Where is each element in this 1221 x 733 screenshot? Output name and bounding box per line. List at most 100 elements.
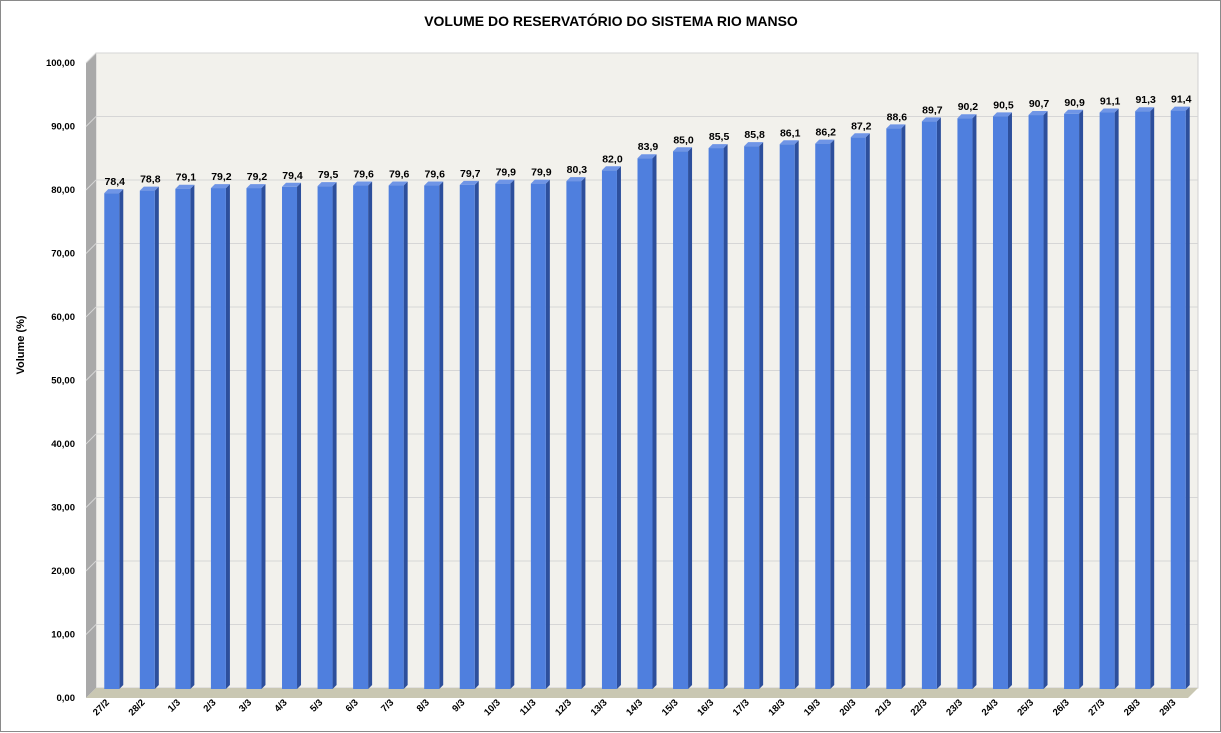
data-label: 85,5	[709, 131, 730, 143]
bar-top	[388, 181, 408, 186]
x-tick-label: 27/3	[1086, 697, 1107, 718]
data-label: 79,6	[353, 169, 374, 181]
x-tick-label: 6/3	[344, 697, 361, 714]
bar	[637, 158, 653, 690]
bar-side	[936, 117, 941, 689]
bar	[1135, 111, 1151, 690]
bar-side	[332, 182, 337, 690]
bar-side	[901, 124, 906, 689]
data-label: 86,1	[780, 127, 801, 139]
bar-side	[652, 154, 657, 690]
bar-top	[708, 144, 728, 149]
x-tick-label: 28/3	[1122, 697, 1143, 718]
gridline-side	[85, 560, 97, 572]
x-tick-label: 8/3	[415, 697, 432, 714]
bar-side	[581, 177, 586, 689]
bar-side	[688, 147, 693, 689]
bar-side	[794, 140, 799, 689]
bar	[459, 184, 475, 689]
bar-top	[566, 177, 586, 182]
bar-side	[297, 182, 302, 689]
chart-floor	[86, 688, 1198, 698]
data-label: 90,2	[958, 101, 979, 113]
y-tick-label: 80,00	[51, 185, 75, 196]
x-tick-label: 29/3	[1157, 697, 1178, 718]
bar	[601, 170, 617, 690]
bar-top	[175, 184, 195, 189]
bar	[850, 137, 866, 689]
bar-top	[1064, 109, 1084, 114]
gridline-side	[85, 179, 97, 191]
bar-side	[439, 181, 444, 690]
x-tick-label: 18/3	[766, 697, 787, 718]
y-tick-label: 60,00	[51, 312, 75, 323]
bar-side	[1079, 109, 1084, 689]
bar	[921, 121, 937, 689]
data-label: 80,3	[567, 164, 588, 176]
data-label: 79,9	[531, 167, 552, 179]
bar	[566, 181, 582, 689]
bar-top	[317, 182, 337, 187]
data-label: 90,5	[993, 99, 1014, 111]
gridline-side	[85, 497, 97, 508]
bar-side	[865, 133, 870, 689]
bar-side	[261, 184, 266, 689]
data-label: 90,9	[1064, 97, 1085, 109]
x-tick-label: 27/2	[91, 697, 112, 718]
gridline-side	[85, 624, 97, 635]
gridline-side	[85, 306, 97, 318]
bar-top	[495, 179, 515, 184]
bar-top	[601, 166, 621, 171]
bar	[246, 188, 262, 689]
data-label: 91,4	[1171, 94, 1192, 106]
bar-side	[190, 184, 195, 689]
bar	[1099, 112, 1115, 689]
x-tick-label: 7/3	[379, 697, 396, 714]
bar-top	[210, 184, 230, 189]
gridline-side	[85, 370, 97, 381]
data-label: 79,4	[282, 170, 303, 182]
y-tick-label: 30,00	[51, 503, 75, 514]
bar	[779, 144, 795, 689]
bar	[175, 188, 191, 689]
data-label: 78,8	[140, 174, 161, 186]
bar-side	[119, 189, 124, 689]
y-tick-label: 20,00	[51, 566, 75, 577]
x-tick-label: 26/3	[1051, 697, 1072, 718]
x-tick-label: 22/3	[909, 697, 930, 718]
y-tick-label: 100,00	[46, 58, 75, 69]
data-label: 85,8	[744, 129, 765, 141]
bar-side	[1150, 107, 1155, 690]
bar-side	[403, 181, 408, 690]
data-label: 78,4	[105, 176, 126, 188]
gridline-side	[85, 116, 97, 127]
bar-side	[510, 179, 515, 689]
data-label: 79,5	[318, 169, 339, 181]
bar	[282, 186, 298, 689]
bar	[530, 183, 546, 689]
chart-title: VOLUME DO RESERVATÓRIO DO SISTEMA RIO MA…	[424, 12, 798, 29]
bar	[139, 190, 155, 689]
gridline-side	[85, 52, 97, 64]
bar-top	[957, 114, 977, 119]
data-label: 91,3	[1135, 94, 1156, 106]
data-label: 90,7	[1029, 98, 1050, 110]
x-tick-label: 25/3	[1015, 697, 1036, 718]
x-tick-label: 5/3	[308, 697, 325, 714]
y-tick-label: 90,00	[51, 122, 75, 133]
bar-side	[972, 114, 977, 690]
x-tick-label: 9/3	[450, 697, 467, 714]
bar-top	[424, 181, 444, 186]
data-label: 79,1	[176, 172, 197, 184]
x-tick-label: 15/3	[660, 697, 681, 718]
bar	[815, 143, 831, 689]
bar	[424, 185, 440, 690]
x-tick-label: 14/3	[624, 697, 645, 718]
bar-side	[759, 142, 764, 690]
bar	[886, 128, 902, 689]
bar-top	[886, 124, 906, 129]
bar-side	[1114, 108, 1119, 689]
bar	[992, 116, 1008, 689]
bar-top	[1135, 107, 1155, 112]
